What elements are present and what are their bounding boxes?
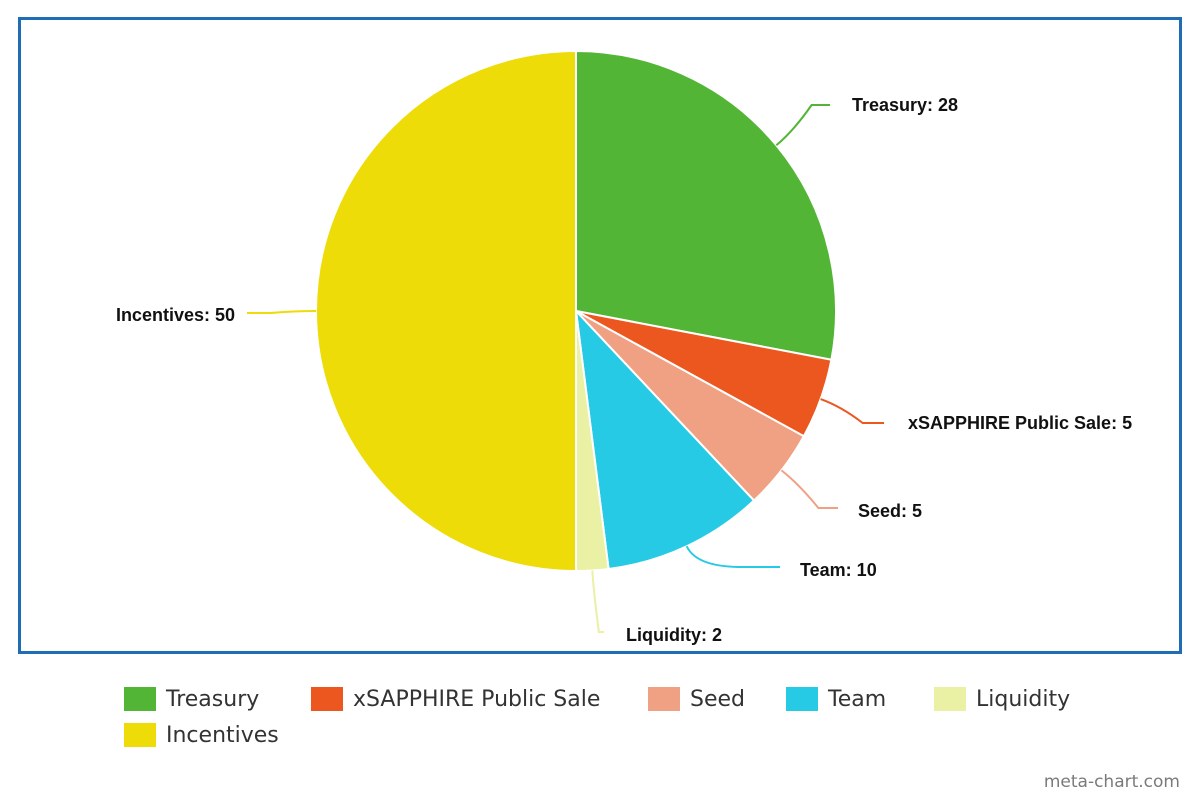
data-label-liquidity: Liquidity: 2: [626, 625, 722, 645]
data-label-treasury: Treasury: 28: [852, 95, 958, 115]
label-leader-lines: [247, 104, 884, 633]
leader-line-seed: [780, 469, 838, 509]
legend-item-liquidity[interactable]: Liquidity: [934, 684, 1070, 714]
legend-label: Team: [828, 686, 887, 712]
pie-slice-treasury[interactable]: [575, 50, 837, 361]
data-label-xsapphire-public-sale: xSAPPHIRE Public Sale: 5: [908, 413, 1132, 433]
legend-swatch: [934, 687, 966, 711]
legend-label: Liquidity: [976, 686, 1071, 712]
pie-slice-incentives[interactable]: [315, 50, 577, 572]
legend-label: Incentives: [166, 722, 279, 748]
legend-label: Seed: [690, 686, 745, 712]
legend-item-xsapphire-public-sale[interactable]: xSAPPHIRE Public Sale: [311, 684, 600, 714]
leader-line-xsapphire-public-sale: [820, 398, 884, 424]
legend-swatch: [786, 687, 818, 711]
leader-line-incentives: [247, 310, 317, 314]
legend-item-seed[interactable]: Seed: [648, 684, 745, 714]
legend-swatch: [648, 687, 680, 711]
legend-item-treasury[interactable]: Treasury: [124, 684, 259, 714]
pie-slice-team[interactable]: [575, 310, 755, 570]
data-label-seed: Seed: 5: [858, 501, 922, 521]
leader-line-team: [685, 545, 780, 568]
legend-label: xSAPPHIRE Public Sale: [353, 686, 601, 712]
data-label-team: Team: 10: [800, 560, 877, 580]
legend-swatch: [124, 723, 156, 747]
legend-swatch: [124, 687, 156, 711]
data-label-incentives: Incentives: 50: [116, 305, 235, 325]
leader-line-treasury: [775, 104, 830, 147]
legend-swatch: [311, 687, 343, 711]
legend-item-incentives[interactable]: Incentives: [124, 720, 279, 750]
watermark: meta-chart.com: [1043, 772, 1180, 792]
legend-item-team[interactable]: Team: [786, 684, 886, 714]
leader-line-liquidity: [591, 570, 604, 633]
slice-labels: Treasury: 28 xSAPPHIRE Public Sale: 5 Seed…: [116, 95, 1132, 645]
legend-label: Treasury: [166, 686, 260, 712]
pie-slices: [315, 50, 837, 572]
